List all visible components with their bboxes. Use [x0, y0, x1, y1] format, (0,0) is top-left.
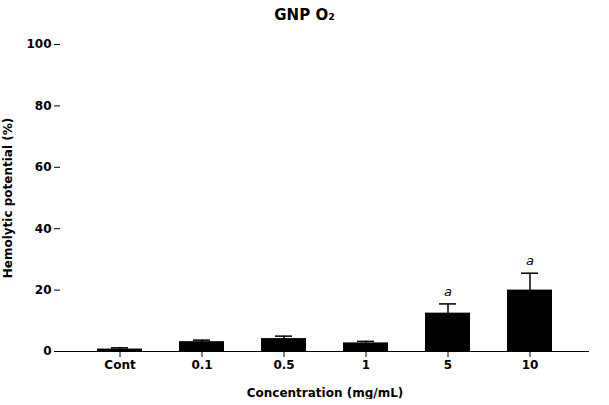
svg-text:Cont: Cont — [104, 358, 136, 372]
svg-text:Concentration (mg/mL): Concentration (mg/mL) — [247, 386, 404, 400]
svg-text:0.5: 0.5 — [273, 358, 294, 372]
svg-text:20: 20 — [35, 283, 52, 297]
svg-text:40: 40 — [35, 222, 52, 236]
svg-text:10: 10 — [522, 358, 539, 372]
svg-text:5: 5 — [444, 358, 452, 372]
svg-text:60: 60 — [35, 160, 52, 174]
svg-text:1: 1 — [362, 358, 370, 372]
svg-text:a: a — [444, 284, 452, 299]
svg-text:0: 0 — [43, 344, 51, 358]
html-text:GNP O₂: GNP O₂ — [274, 6, 335, 24]
svg-text:100: 100 — [26, 37, 51, 51]
svg-text:a: a — [526, 253, 534, 268]
svg-text:80: 80 — [35, 99, 52, 113]
svg-text:0.1: 0.1 — [191, 358, 212, 372]
svg-text:Hemolytic potential (%): Hemolytic potential (%) — [1, 118, 15, 279]
